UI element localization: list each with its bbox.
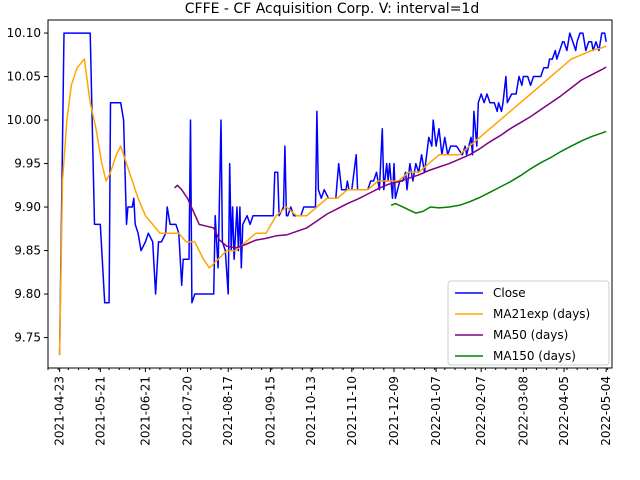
x-tick-label: 2021-09-15 — [263, 376, 277, 446]
series-line-2 — [58, 45, 607, 355]
legend-box — [447, 280, 610, 366]
y-tick-label: 9.75 — [14, 331, 41, 345]
legend-label: MA21exp (days) — [493, 307, 590, 321]
y-tick-label: 10.05 — [7, 70, 41, 84]
x-tick-label: 2022-02-07 — [474, 376, 488, 446]
x-tick-label: 2021-05-21 — [93, 376, 107, 446]
legend-label: MA50 (days) — [493, 328, 568, 342]
x-tick-label: 2022-05-04 — [599, 376, 613, 446]
x-tick-label: 2022-03-08 — [516, 376, 530, 446]
legend: Close MA21exp (days) MA50 (days) MA150 (day… — [447, 280, 610, 366]
y-tick-label: 10.00 — [7, 113, 41, 127]
y-tick-label: 9.95 — [14, 157, 41, 171]
x-tick-label: 2022-01-07 — [429, 376, 443, 446]
plot-area — [47, 19, 613, 369]
x-tick-label: 2021-07-20 — [181, 376, 195, 446]
x-tick-label: 2021-04-23 — [53, 376, 67, 446]
y-tick-label: 9.85 — [14, 244, 41, 258]
chart-title: CFFE - CF Acquisition Corp. V: interval=… — [185, 1, 479, 17]
y-tick-label: 9.80 — [14, 287, 41, 301]
x-tick-label: 2021-08-17 — [221, 376, 235, 446]
series-line-4 — [390, 130, 607, 214]
legend-label: Close — [493, 286, 526, 300]
series-line-1 — [58, 32, 607, 355]
y-axis: 9.75 9.80 9.85 9.90 9.95 10.00 10.05 10.10 — [7, 26, 48, 345]
x-tick-label: 2021-10-13 — [304, 376, 318, 446]
series-line-3 — [173, 66, 607, 249]
x-tick-label: 2021-12-09 — [387, 376, 401, 446]
x-tick-label: 2021-11-10 — [345, 376, 359, 446]
x-tick-label: 2022-04-05 — [557, 376, 571, 446]
x-axis: 2021-04-23 2021-05-21 2021-06-21 2021-07-20… — [47, 368, 613, 446]
y-tick-label: 10.10 — [7, 26, 41, 40]
x-tick-label: 2021-06-21 — [138, 376, 152, 446]
plot-frame — [47, 19, 613, 369]
legend-label: MA150 (days) — [493, 349, 576, 363]
y-tick-label: 9.90 — [14, 200, 41, 214]
